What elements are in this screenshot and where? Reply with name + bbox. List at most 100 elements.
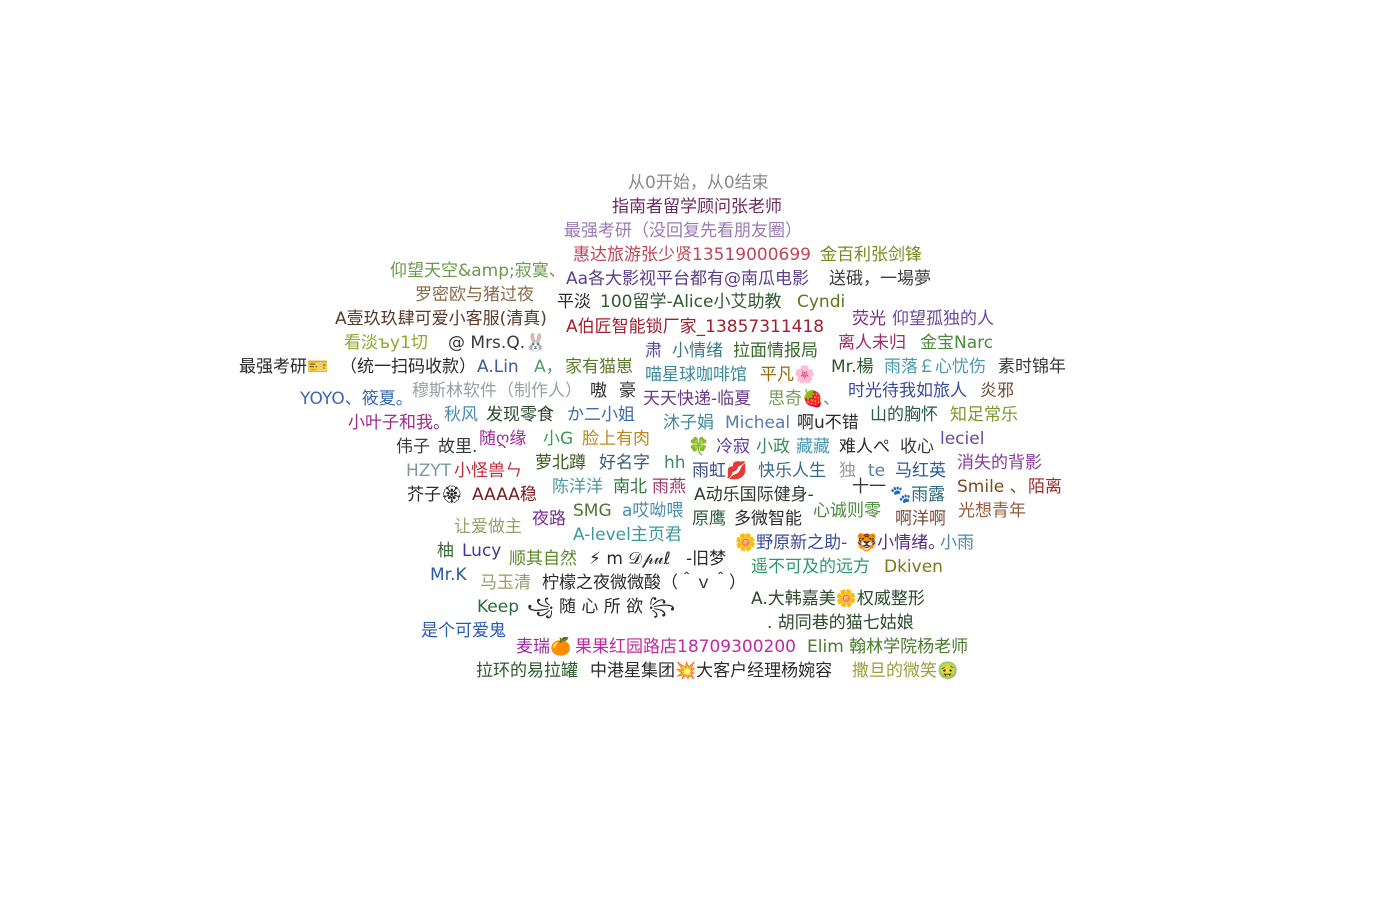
- cloud-word: . 胡同巷的猫七姑娘: [767, 613, 914, 633]
- cloud-word: 遥不可及的远方: [751, 557, 870, 577]
- cloud-word: 伟子: [396, 437, 430, 457]
- cloud-word: A壹玖玖肆可爱小客服(清真): [335, 309, 547, 329]
- cloud-word: 平凡🌸: [760, 365, 816, 385]
- cloud-word: 指南者留学顾问张老师: [612, 197, 782, 217]
- cloud-word: 送硪，一場夢: [829, 269, 931, 289]
- cloud-word: 藏藏: [796, 437, 830, 457]
- cloud-word: 荧光: [852, 309, 886, 329]
- cloud-word: 夜路: [532, 509, 566, 529]
- cloud-word: 发现零食: [486, 405, 554, 425]
- cloud-word: 独: [839, 461, 856, 481]
- cloud-word: A，: [534, 357, 563, 377]
- cloud-word: 中港星集团💥大客户经理杨婉容: [590, 661, 833, 681]
- cloud-word: 豪: [619, 381, 636, 401]
- cloud-word: か二小姐: [567, 405, 635, 425]
- cloud-word: ⚡ m 𝒟𝓅𝓊ℓ: [589, 549, 671, 569]
- cloud-word: Cyndi: [797, 292, 846, 312]
- cloud-word: 小雨: [940, 533, 974, 553]
- cloud-word: 喵星球咖啡馆: [645, 365, 747, 385]
- cloud-word: Dkiven: [884, 557, 943, 577]
- cloud-word: 原鹰: [692, 509, 726, 529]
- cloud-word: 陌离: [1028, 477, 1062, 497]
- cloud-word: 看淡ъy1切: [344, 333, 428, 353]
- cloud-word: 时光待我如旅人: [848, 381, 967, 401]
- cloud-word: 啊u不错: [797, 413, 859, 433]
- cloud-word: 知足常乐: [950, 405, 1018, 425]
- cloud-word: 冷寂: [716, 437, 750, 457]
- cloud-word: 小政: [756, 437, 790, 457]
- cloud-word: 麦瑞🍊: [516, 637, 572, 657]
- cloud-word: Mr.K: [430, 565, 467, 585]
- cloud-word: Mr.楊: [831, 357, 874, 377]
- cloud-word: Aa各大影视平台都有@南瓜电影: [566, 269, 810, 289]
- cloud-word: 最强考研🎫: [239, 357, 329, 377]
- cloud-word: 最强考研（没回复先看朋友圈）: [564, 221, 802, 241]
- cloud-word: Micheal: [725, 413, 791, 433]
- cloud-word: 芥子🏵: [407, 485, 463, 505]
- cloud-word: 随ღ缘: [479, 429, 527, 449]
- cloud-word: 好名字: [599, 453, 650, 473]
- clover-icon: 🍀: [688, 437, 710, 457]
- cloud-word: 罗密欧与猪过夜: [415, 285, 534, 305]
- cloud-word: 雨燕: [652, 477, 686, 497]
- cloud-word: 素时锦年: [998, 357, 1066, 377]
- cloud-word: a哎呦喂: [622, 501, 684, 521]
- cloud-word: 沐子娟: [663, 413, 714, 433]
- cloud-word: 故里.: [438, 437, 478, 457]
- cloud-word: 天天快递-临夏: [643, 389, 752, 409]
- cloud-word: 柚: [437, 541, 454, 561]
- cloud-word: 拉环的易拉罐: [476, 661, 578, 681]
- cloud-word: AAAA稳: [472, 485, 537, 505]
- cloud-word: 拉面情报局: [733, 341, 818, 361]
- cloud-word: A动乐国际健身-: [694, 485, 814, 505]
- cloud-word: 果果红园路店18709300200: [575, 637, 796, 657]
- cloud-word: 啊洋啊: [895, 509, 946, 529]
- cloud-word: 仰望天空&amp;寂寞、: [390, 261, 566, 281]
- cloud-word: Smile 、: [957, 477, 1027, 497]
- cloud-word: 仰望孤独的人: [892, 309, 994, 329]
- cloud-word: 惠达旅游张少贤13519000699: [573, 245, 811, 265]
- cloud-word: 小情绪: [672, 341, 723, 361]
- cloud-word: 金宝Narc: [920, 333, 994, 353]
- cloud-word: @ Mrs.Q.🐰: [448, 333, 547, 353]
- cloud-word: 马玉清: [480, 573, 531, 593]
- cloud-word: 🐾雨露: [890, 485, 946, 505]
- cloud-word: 萝北蹲: [535, 453, 586, 473]
- cloud-word: 金百利张剑锋: [820, 245, 922, 265]
- cloud-word: 离人未归: [838, 333, 906, 353]
- cloud-word: leciel: [940, 429, 985, 449]
- cloud-word: YOYO、筱夏。: [300, 389, 413, 409]
- cloud-word: Keep: [477, 597, 520, 617]
- cloud-word: 平淡: [557, 292, 591, 312]
- cloud-word: 穆斯林软件（制作人）: [412, 381, 582, 401]
- cloud-word: 思奇🍓、: [768, 389, 841, 409]
- cloud-word: SMG: [573, 501, 612, 521]
- cloud-word: 嗷: [590, 381, 607, 401]
- cloud-word: hh: [664, 453, 686, 473]
- cloud-word: 小怪兽ㄣ: [454, 461, 522, 481]
- cloud-word: 脸上有肉: [582, 429, 650, 449]
- cloud-word: 心诚则零: [813, 501, 881, 521]
- cloud-word: 炎邪: [980, 381, 1014, 401]
- cloud-word: 消失的背影: [957, 453, 1042, 473]
- cloud-word: 🌼野原新之助-: [735, 533, 848, 553]
- cloud-word: 雨落￡心忧伤: [884, 357, 986, 377]
- cloud-word: 肃: [645, 341, 662, 361]
- cloud-word: 收心: [900, 437, 934, 457]
- cloud-word: 马红英: [895, 461, 946, 481]
- cloud-word: （统一扫码收款）: [340, 357, 476, 377]
- cloud-word: ꧁ 随 心 所 欲 ꧂: [527, 597, 676, 617]
- cloud-word: 光想青年: [958, 501, 1026, 521]
- cloud-word: HZYT: [406, 461, 452, 481]
- cloud-word: A.大韩嘉美🌼权威整形: [751, 589, 925, 609]
- cloud-word: 柠檬之夜微微酸（＾ｖ＾）: [542, 573, 746, 593]
- cloud-word: 难人ぺ: [839, 437, 890, 457]
- cloud-word: A伯匠智能锁厂家_13857311418: [566, 317, 825, 337]
- cloud-word: 南北: [613, 477, 647, 497]
- cloud-word: 山的胸怀: [870, 405, 938, 425]
- cloud-word: 小G: [543, 429, 574, 449]
- cloud-word: 多微智能: [734, 509, 802, 529]
- cloud-word: 撒旦的微笑🤢: [852, 661, 959, 681]
- cloud-word: Lucy: [462, 541, 502, 561]
- cloud-word: 是个可爱鬼: [421, 621, 506, 641]
